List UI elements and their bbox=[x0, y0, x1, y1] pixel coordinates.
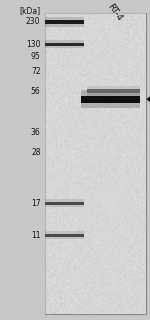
Bar bbox=[45, 202, 84, 205]
Bar bbox=[45, 231, 84, 239]
Text: 36: 36 bbox=[31, 128, 40, 137]
Polygon shape bbox=[146, 92, 150, 106]
Text: 28: 28 bbox=[31, 148, 40, 157]
Bar bbox=[45, 234, 84, 237]
Text: RT-4: RT-4 bbox=[105, 2, 123, 22]
Bar bbox=[81, 96, 140, 103]
Text: 95: 95 bbox=[31, 52, 40, 61]
Text: 11: 11 bbox=[31, 231, 40, 240]
Text: 130: 130 bbox=[26, 40, 40, 49]
Bar bbox=[45, 40, 84, 48]
Bar bbox=[45, 13, 146, 314]
Bar bbox=[87, 86, 140, 96]
Bar bbox=[87, 89, 140, 93]
Bar bbox=[81, 90, 140, 108]
Bar bbox=[45, 43, 84, 46]
Bar bbox=[45, 199, 84, 207]
Text: [kDa]: [kDa] bbox=[19, 6, 40, 15]
Text: 230: 230 bbox=[26, 17, 40, 26]
Bar bbox=[45, 20, 84, 24]
Bar bbox=[45, 17, 84, 27]
Text: 72: 72 bbox=[31, 67, 40, 76]
Text: 56: 56 bbox=[31, 87, 40, 96]
Text: 17: 17 bbox=[31, 199, 40, 208]
